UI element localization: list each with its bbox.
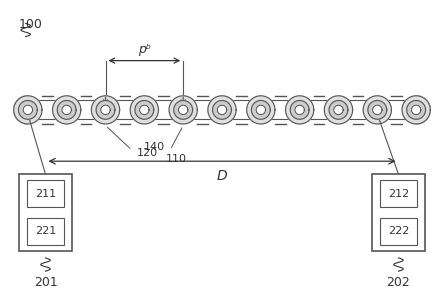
Polygon shape (256, 105, 266, 115)
Bar (372, 174, 425, 251)
Polygon shape (101, 105, 110, 115)
Text: 140: 140 (143, 142, 165, 152)
Bar (27, 218, 64, 244)
Bar (19, 174, 72, 251)
Polygon shape (208, 96, 236, 124)
Polygon shape (363, 96, 392, 124)
Polygon shape (373, 105, 382, 115)
Polygon shape (62, 105, 71, 115)
Text: 222: 222 (388, 226, 409, 236)
Polygon shape (325, 96, 353, 124)
Polygon shape (290, 101, 309, 119)
Polygon shape (247, 96, 275, 124)
Polygon shape (412, 105, 421, 115)
Polygon shape (135, 101, 154, 119)
Polygon shape (285, 96, 314, 124)
Text: 201: 201 (34, 276, 57, 289)
Polygon shape (96, 101, 115, 119)
Polygon shape (251, 101, 270, 119)
Polygon shape (140, 105, 149, 115)
Polygon shape (329, 101, 348, 119)
Polygon shape (178, 105, 188, 115)
Polygon shape (130, 96, 159, 124)
Polygon shape (402, 96, 430, 124)
Polygon shape (169, 96, 197, 124)
Text: D: D (217, 168, 227, 183)
Polygon shape (19, 101, 37, 119)
Polygon shape (91, 96, 119, 124)
Polygon shape (213, 101, 231, 119)
Polygon shape (407, 101, 425, 119)
Text: pᵇ: pᵇ (138, 43, 151, 56)
Text: 100: 100 (19, 17, 43, 30)
Polygon shape (174, 101, 193, 119)
Text: 221: 221 (35, 226, 56, 236)
Text: 211: 211 (35, 189, 56, 199)
Text: 120: 120 (136, 148, 158, 158)
Polygon shape (23, 105, 32, 115)
Text: 202: 202 (387, 276, 410, 289)
Polygon shape (57, 101, 76, 119)
Polygon shape (217, 105, 227, 115)
Bar (380, 218, 417, 244)
Text: 110: 110 (166, 154, 186, 164)
Polygon shape (295, 105, 304, 115)
Bar (380, 181, 417, 207)
Polygon shape (52, 96, 81, 124)
Text: 212: 212 (388, 189, 409, 199)
Polygon shape (368, 101, 387, 119)
Polygon shape (14, 96, 42, 124)
Polygon shape (334, 105, 343, 115)
Bar (27, 181, 64, 207)
